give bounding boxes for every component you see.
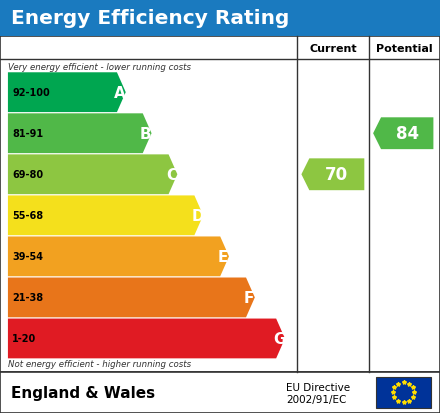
Text: E: E: [218, 249, 228, 264]
Text: G: G: [273, 331, 286, 346]
Text: Very energy efficient - lower running costs: Very energy efficient - lower running co…: [8, 63, 191, 72]
Bar: [0, 37, 440, 372]
Text: 21-38: 21-38: [12, 293, 44, 303]
Text: Not energy efficient - higher running costs: Not energy efficient - higher running co…: [8, 359, 191, 368]
Text: 1-20: 1-20: [12, 334, 37, 344]
Text: 92-100: 92-100: [12, 88, 50, 98]
Text: EU Directive: EU Directive: [286, 382, 350, 392]
Text: 39-54: 39-54: [12, 252, 43, 262]
Polygon shape: [8, 196, 203, 236]
Text: 84: 84: [396, 125, 419, 143]
Polygon shape: [8, 237, 229, 277]
Bar: [376, 377, 431, 408]
Polygon shape: [8, 278, 255, 318]
Text: A: A: [114, 85, 126, 100]
Polygon shape: [8, 114, 151, 154]
Text: C: C: [166, 167, 177, 182]
Text: F: F: [244, 290, 254, 305]
Bar: [0, 0, 440, 37]
Text: 70: 70: [325, 166, 348, 184]
Text: B: B: [140, 126, 152, 141]
Text: Potential: Potential: [376, 43, 433, 54]
Polygon shape: [8, 319, 285, 358]
Text: D: D: [191, 208, 204, 223]
Text: 2002/91/EC: 2002/91/EC: [286, 394, 346, 404]
Polygon shape: [301, 159, 364, 191]
Text: 55-68: 55-68: [12, 211, 44, 221]
Text: 69-80: 69-80: [12, 170, 44, 180]
Text: Energy Efficiency Rating: Energy Efficiency Rating: [11, 9, 290, 28]
Text: Current: Current: [309, 43, 357, 54]
Text: England & Wales: England & Wales: [11, 385, 155, 400]
Polygon shape: [8, 73, 126, 113]
Bar: [0, 372, 440, 413]
Text: 81-91: 81-91: [12, 129, 44, 139]
Polygon shape: [373, 118, 433, 150]
Polygon shape: [8, 155, 177, 195]
